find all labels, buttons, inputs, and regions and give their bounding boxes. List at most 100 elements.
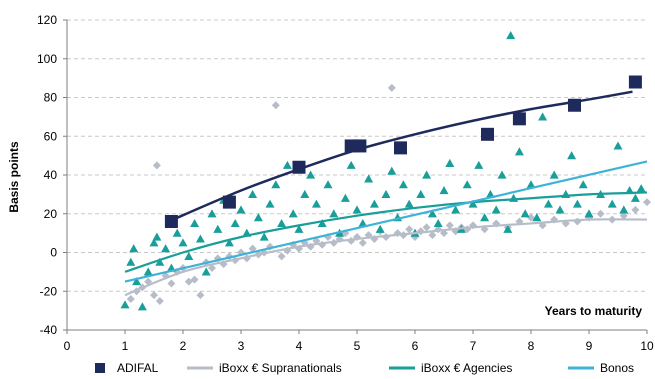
x-tick-label: 1 — [122, 339, 129, 353]
data-point — [195, 234, 205, 243]
y-tick-label: -40 — [40, 323, 58, 337]
data-point — [375, 224, 385, 233]
data-point — [405, 225, 414, 234]
y-tick-label: 20 — [44, 207, 58, 221]
data-point — [132, 277, 142, 286]
data-point — [253, 213, 263, 222]
data-point — [306, 170, 316, 179]
data-point — [294, 224, 304, 233]
data-point — [208, 264, 216, 272]
data-point — [433, 218, 443, 228]
data-point — [288, 209, 298, 218]
data-point — [311, 199, 321, 208]
data-point — [152, 161, 161, 170]
x-tick-label: 3 — [238, 339, 245, 353]
data-point — [172, 228, 182, 237]
data-point — [358, 218, 368, 228]
data-point — [474, 160, 484, 169]
data-point — [578, 180, 588, 189]
data-point — [300, 189, 310, 198]
data-point — [387, 83, 396, 92]
data-point — [573, 217, 582, 226]
data-point — [439, 186, 449, 195]
data-point — [451, 205, 461, 214]
data-point — [155, 296, 164, 305]
data-point — [445, 221, 454, 230]
legend: ADIFAL iBoxx € Supranationals iBoxx € Agen… — [95, 361, 634, 375]
data-point — [143, 267, 153, 276]
data-point — [514, 147, 524, 156]
data-point — [468, 199, 478, 208]
data-point — [445, 158, 455, 167]
data-point — [152, 232, 162, 241]
data-point — [532, 213, 542, 222]
data-points — [120, 31, 651, 311]
data-point — [259, 232, 269, 241]
data-point — [155, 257, 165, 266]
data-point — [248, 189, 258, 198]
data-point — [184, 251, 194, 260]
data-point — [520, 209, 530, 218]
x-tick-label: 10 — [640, 339, 654, 353]
data-point — [394, 141, 407, 155]
data-point — [512, 112, 526, 126]
y-axis-title: Basis points — [7, 141, 21, 213]
data-point — [129, 244, 139, 253]
trend-line — [124, 191, 648, 273]
legend-marker — [95, 363, 105, 373]
data-point — [126, 257, 136, 266]
data-point — [207, 209, 217, 218]
x-tick-label: 6 — [412, 339, 419, 353]
data-point — [201, 267, 211, 276]
data-point — [329, 209, 339, 218]
legend-label: iBoxx € Supranationals — [219, 361, 342, 375]
trend-line — [168, 90, 633, 223]
data-point — [462, 180, 472, 189]
data-point — [340, 193, 350, 202]
data-point — [628, 75, 642, 89]
data-point — [150, 291, 158, 300]
data-point — [503, 224, 513, 233]
data-point — [369, 199, 379, 208]
data-point — [265, 199, 275, 208]
x-tick-label: 7 — [470, 339, 477, 353]
data-point — [323, 180, 333, 189]
data-point — [271, 101, 280, 110]
data-point — [358, 238, 367, 247]
data-point — [404, 199, 414, 208]
data-point — [527, 213, 535, 222]
data-point — [538, 112, 548, 121]
data-point — [230, 218, 240, 228]
data-point — [190, 275, 199, 284]
x-tick-label: 9 — [586, 339, 593, 353]
trend-lines — [124, 90, 648, 297]
data-point — [222, 195, 236, 209]
data-point — [630, 193, 640, 202]
data-point — [506, 31, 516, 40]
trend-line — [124, 218, 648, 297]
legend-label: Bonos — [600, 361, 634, 375]
data-point — [161, 244, 171, 253]
data-point — [619, 205, 629, 214]
data-point — [427, 209, 437, 218]
grid — [67, 19, 647, 292]
data-point — [381, 189, 391, 198]
data-point — [317, 218, 327, 228]
data-point — [636, 184, 646, 193]
x-tick-label: 8 — [528, 339, 535, 353]
data-point — [236, 205, 246, 214]
y-tick-label: 40 — [44, 168, 58, 182]
data-point — [491, 205, 501, 214]
data-point — [643, 198, 651, 207]
y-tick-label: 100 — [37, 52, 57, 66]
data-point — [346, 160, 356, 169]
data-point — [497, 170, 507, 179]
trend-line — [124, 160, 648, 283]
data-point — [526, 180, 536, 189]
data-point — [364, 174, 374, 183]
data-point — [224, 238, 234, 247]
data-point — [196, 291, 205, 300]
axes — [63, 19, 648, 334]
data-point — [422, 223, 431, 232]
